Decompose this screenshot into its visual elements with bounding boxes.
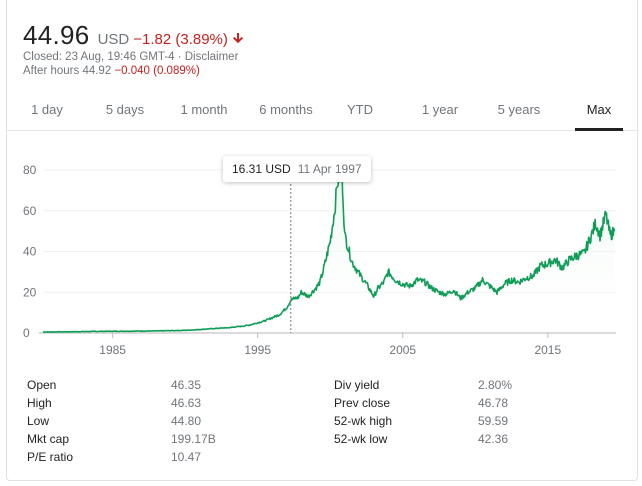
stat-high: High 46.63	[27, 396, 202, 410]
currency-code: USD	[97, 31, 130, 48]
after-hours: After hours 44.92 −0.040 (0.089%)	[23, 65, 200, 77]
tab-ytd[interactable]: YTD	[347, 101, 373, 117]
stat-low: Low 44.80	[27, 414, 202, 428]
tab-max[interactable]: Max	[575, 88, 623, 131]
y-tick-label: 80	[23, 163, 37, 177]
stat-pe-ratio: P/E ratio 10.47	[27, 450, 202, 464]
tab-1-month[interactable]: 1 month	[180, 101, 228, 117]
stats-left: Open 46.35 High 46.63 Low 44.80 Mkt cap 199.…	[27, 376, 216, 466]
arrow-down-icon	[232, 31, 243, 49]
price-line	[42, 162, 616, 333]
tab-5-days[interactable]: 5 days	[105, 101, 145, 117]
stat-prev-close: Prev close 46.78	[334, 396, 509, 410]
after-hours-change: −0.040 (0.089%)	[114, 65, 200, 77]
closed-status: Closed: 23 Aug, 19:46 GMT-4 · Disclaimer	[23, 51, 239, 63]
current-price: 44.96	[23, 20, 90, 50]
price-chart[interactable]: 0 20 40 60 80 1985 1995 2005 2015	[7, 132, 637, 364]
after-hours-price: After hours 44.92	[23, 65, 112, 77]
price-row: 44.96 USD −1.82 (3.89%)	[23, 20, 243, 51]
stat-open: Open 46.35	[27, 378, 202, 392]
stat-div-yield: Div yield 2.80%	[334, 378, 513, 392]
x-tick-label: 1985	[99, 343, 126, 357]
stock-quote-card: 44.96 USD −1.82 (3.89%) Closed: 23 Aug, …	[6, 0, 638, 481]
y-tick-label: 40	[23, 245, 37, 259]
tab-5-years[interactable]: 5 years	[497, 101, 541, 117]
tab-6-months[interactable]: 6 months	[259, 101, 313, 117]
range-tabs: 1 day 5 days 1 month 6 months YTD 1 year…	[7, 88, 637, 131]
stat-mkt-cap: Mkt cap 199.17B	[27, 432, 216, 446]
x-tick-label: 1995	[244, 343, 271, 357]
chart-tooltip: 16.31 USD 11 Apr 1997	[223, 156, 371, 182]
stat-52wk-low: 52-wk low 42.36	[334, 432, 509, 446]
tab-1-day[interactable]: 1 day	[31, 101, 63, 117]
y-tick-label: 60	[23, 204, 37, 218]
y-tick-label: 0	[23, 326, 30, 340]
x-tick-label: 2005	[389, 343, 416, 357]
stat-52wk-high: 52-wk high 59.59	[334, 414, 509, 428]
price-change: −1.82 (3.89%)	[133, 31, 228, 48]
tab-1-year[interactable]: 1 year	[421, 101, 459, 117]
y-tick-label: 20	[23, 285, 37, 299]
tooltip-date: 11 Apr 1997	[297, 162, 362, 176]
stats-right: Div yield 2.80% Prev close 46.78 52-wk hig…	[334, 376, 512, 448]
tooltip-value: 16.31 USD	[232, 162, 291, 176]
x-tick-label: 2015	[534, 343, 561, 357]
